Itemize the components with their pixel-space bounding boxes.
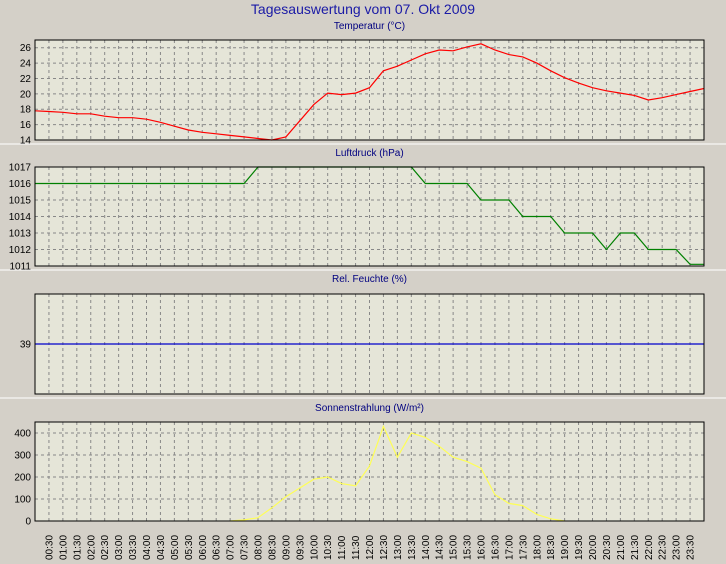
xtick-0: 00:30 (44, 535, 55, 560)
xtick-38: 19:30 (574, 535, 585, 560)
xtick-15: 08:00 (254, 535, 265, 560)
xtick-12: 06:30 (212, 535, 223, 560)
xtick-11: 06:00 (198, 535, 209, 560)
ytick-temperature-4: 22 (20, 74, 32, 85)
xtick-26: 13:30 (407, 535, 418, 560)
ytick-temperature-3: 20 (20, 89, 32, 100)
xtick-4: 02:30 (100, 535, 111, 560)
xtick-7: 04:00 (142, 535, 153, 560)
page-title: Tagesauswertung vom 07. Okt 2009 (250, 1, 476, 17)
ytick-solar-3: 300 (14, 451, 31, 462)
ytick-solar-1: 100 (14, 495, 31, 506)
xtick-5: 03:00 (114, 535, 125, 560)
ytick-solar-4: 400 (14, 429, 31, 440)
xtick-28: 14:30 (435, 535, 446, 560)
xtick-41: 21:00 (616, 535, 627, 560)
panel-title-temperature: Temperatur (°C) (334, 21, 405, 32)
series-line-solar (230, 424, 565, 522)
ytick-pressure-0: 1011 (9, 262, 31, 273)
xtick-19: 10:00 (309, 535, 320, 560)
xtick-21: 11:00 (337, 535, 348, 560)
xtick-24: 12:30 (379, 535, 390, 560)
xtick-30: 15:30 (463, 535, 474, 560)
xtick-9: 05:00 (170, 535, 181, 560)
panel-title-humidity: Rel. Feuchte (%) (332, 274, 407, 285)
panel-title-solar: Sonnenstrahlung (W/m²) (315, 403, 424, 414)
xtick-40: 20:30 (602, 535, 613, 560)
xtick-43: 22:00 (644, 535, 655, 560)
ytick-solar-2: 200 (14, 473, 31, 484)
xtick-14: 07:30 (240, 535, 251, 560)
xtick-35: 18:00 (532, 535, 543, 560)
xtick-3: 02:00 (86, 535, 97, 560)
xtick-13: 07:00 (226, 535, 237, 560)
xtick-23: 12:00 (365, 535, 376, 560)
plot-frame-humidity (34, 293, 705, 395)
ytick-temperature-1: 16 (20, 120, 32, 131)
xtick-25: 13:00 (393, 535, 404, 560)
xtick-39: 20:00 (588, 535, 599, 560)
xtick-22: 11:30 (351, 535, 362, 560)
plot-frame-solar (34, 421, 705, 522)
xtick-18: 09:30 (295, 535, 306, 560)
ytick-pressure-4: 1015 (9, 196, 32, 207)
plot-frame-temperature (34, 39, 705, 141)
xtick-6: 03:30 (128, 535, 139, 560)
series-line-temperature (34, 43, 705, 141)
ytick-temperature-0: 14 (20, 136, 32, 147)
xtick-33: 17:00 (504, 535, 515, 560)
ytick-pressure-3: 1014 (9, 212, 32, 223)
ytick-pressure-2: 1013 (9, 229, 32, 240)
xtick-17: 09:00 (281, 535, 292, 560)
plot-frame-pressure (34, 166, 705, 267)
ytick-humidity-0: 39 (20, 340, 32, 351)
xtick-20: 10:30 (323, 535, 334, 560)
xtick-16: 08:30 (267, 535, 278, 560)
xtick-42: 21:30 (630, 535, 641, 560)
xtick-8: 04:30 (156, 535, 167, 560)
xtick-32: 16:30 (490, 535, 501, 560)
xtick-46: 23:30 (686, 535, 697, 560)
xtick-2: 01:30 (72, 535, 83, 560)
panel-title-pressure: Luftdruck (hPa) (335, 148, 403, 159)
xtick-29: 15:00 (449, 535, 460, 560)
ytick-solar-0: 0 (25, 517, 31, 528)
xtick-37: 19:00 (560, 535, 571, 560)
xtick-34: 17:30 (518, 535, 529, 560)
xtick-36: 18:30 (546, 535, 557, 560)
xtick-31: 16:00 (477, 535, 488, 560)
xtick-44: 22:30 (658, 535, 669, 560)
ytick-temperature-6: 26 (20, 43, 32, 54)
xtick-27: 14:00 (421, 535, 432, 560)
ytick-pressure-6: 1017 (9, 163, 32, 174)
ytick-pressure-5: 1016 (9, 179, 32, 190)
xtick-45: 23:00 (672, 535, 683, 560)
ytick-pressure-1: 1012 (9, 245, 32, 256)
ytick-temperature-2: 18 (20, 105, 32, 116)
ytick-temperature-5: 24 (20, 59, 32, 70)
xtick-1: 01:00 (58, 535, 69, 560)
xtick-10: 05:30 (184, 535, 195, 560)
